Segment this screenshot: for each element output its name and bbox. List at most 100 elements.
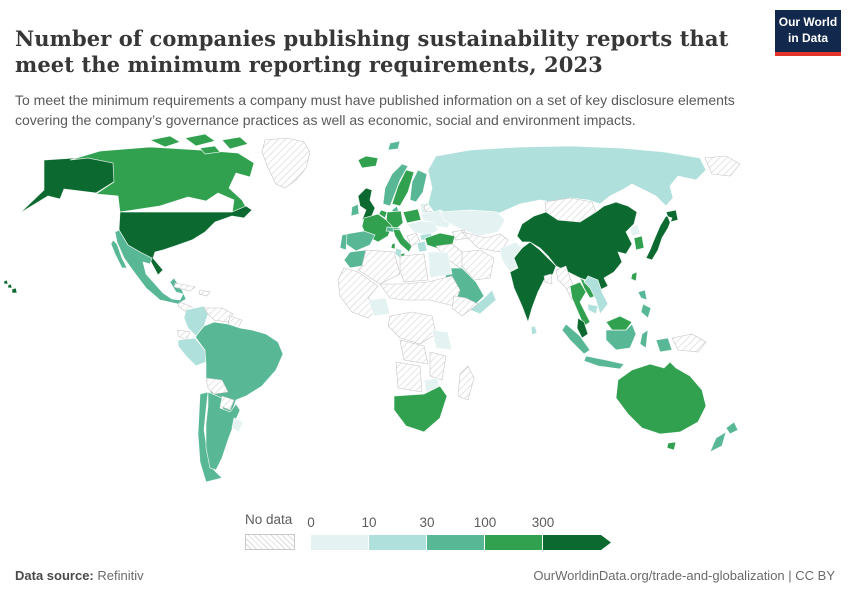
country-finland[interactable]: [409, 169, 428, 203]
country-taiwan[interactable]: [630, 271, 638, 282]
country-libya[interactable]: [399, 253, 429, 283]
country-chukotka[interactable]: [704, 155, 741, 177]
country-thailand[interactable]: [569, 281, 591, 327]
legend-color-bar: [311, 535, 611, 550]
country-cuba[interactable]: [173, 282, 196, 292]
country-usa-alaska[interactable]: [19, 156, 116, 214]
country-cambodia[interactable]: [587, 303, 599, 315]
country-malaysia[interactable]: [576, 317, 589, 339]
legend-tick-10: 10: [361, 515, 377, 530]
country-canada[interactable]: [69, 146, 255, 215]
legend-no-data[interactable]: No data: [245, 512, 295, 550]
owid-logo-line1: Our World: [778, 15, 838, 30]
country-chile[interactable]: [197, 391, 223, 483]
legend-tick-100: 100: [473, 515, 497, 530]
legend-no-data-swatch[interactable]: [245, 534, 295, 550]
country-uruguay[interactable]: [231, 417, 244, 433]
footer-separator: |: [784, 568, 796, 583]
country-poland[interactable]: [402, 208, 422, 224]
country-indonesia-sulawesi[interactable]: [639, 329, 649, 349]
country-canada-islands[interactable]: [148, 133, 249, 155]
country-venezuela[interactable]: [203, 307, 234, 323]
country-philippines[interactable]: [637, 289, 652, 319]
country-spain[interactable]: [345, 230, 376, 252]
country-ireland[interactable]: [350, 203, 360, 217]
country-bolivia[interactable]: [205, 377, 229, 395]
country-mozambique[interactable]: [429, 351, 447, 381]
country-peru[interactable]: [177, 337, 207, 367]
country-north-korea[interactable]: [629, 223, 641, 237]
legend-tick-labels: 0 10 30 100 300: [307, 515, 611, 535]
country-vietnam[interactable]: [583, 275, 609, 315]
country-indonesia-java[interactable]: [583, 355, 625, 370]
country-sri-lanka[interactable]: [530, 325, 538, 336]
country-east-europe[interactable]: [406, 220, 439, 237]
country-morocco[interactable]: [343, 249, 367, 269]
country-new-guinea[interactable]: [671, 333, 707, 353]
page-title: Number of companies publishing sustainab…: [15, 26, 729, 78]
country-portugal[interactable]: [339, 233, 348, 251]
country-central-africa[interactable]: [387, 311, 437, 345]
owid-logo[interactable]: Our World in Data: [775, 10, 841, 56]
country-angola-zambia[interactable]: [399, 339, 429, 365]
country-madagascar[interactable]: [457, 365, 475, 401]
country-namibia-botswana[interactable]: [395, 361, 423, 393]
owid-logo-line2: in Data: [787, 31, 828, 45]
country-mexico[interactable]: [114, 229, 187, 305]
footer-right: OurWorldinData.org/trade-and-globalizati…: [533, 568, 835, 583]
country-norway[interactable]: [382, 163, 409, 207]
country-iceland[interactable]: [357, 155, 379, 169]
country-svalbard[interactable]: [387, 140, 401, 151]
country-central-asia[interactable]: [461, 231, 509, 253]
country-australia[interactable]: [615, 361, 707, 435]
country-benelux[interactable]: [378, 209, 388, 219]
country-indonesia-papua[interactable]: [655, 337, 673, 353]
country-mexico-baja[interactable]: [110, 239, 128, 269]
owid-url-link[interactable]: OurWorldinData.org/trade-and-globalizati…: [533, 568, 785, 583]
legend-bar-group: 0 10 30 100 300: [307, 515, 611, 550]
license-badge[interactable]: CC BY: [795, 568, 835, 583]
legend-bin-10[interactable]: [369, 535, 427, 550]
legend-tick-300: 300: [531, 515, 555, 530]
legend-bin-30[interactable]: [427, 535, 485, 550]
legend-bin-300[interactable]: [543, 535, 611, 550]
country-new-zealand[interactable]: [709, 421, 739, 453]
data-source: Data source: Refinitiv: [15, 568, 144, 583]
country-bangladesh[interactable]: [543, 273, 553, 285]
country-egypt[interactable]: [427, 251, 453, 279]
country-usa-hawaii[interactable]: [3, 279, 18, 294]
country-kenya-tz[interactable]: [431, 329, 453, 351]
country-south-africa[interactable]: [393, 385, 448, 433]
country-iran[interactable]: [461, 249, 495, 281]
country-indonesia-sumatra[interactable]: [561, 323, 591, 355]
country-malaysia-borneo[interactable]: [605, 315, 633, 331]
legend-bin-100[interactable]: [485, 535, 543, 550]
country-yemen-oman[interactable]: [469, 289, 497, 315]
chart-subtitle: To meet the minimum requirements a compa…: [15, 92, 735, 129]
country-china[interactable]: [516, 201, 638, 291]
country-japan[interactable]: [645, 209, 679, 261]
country-greenland[interactable]: [261, 137, 311, 189]
legend-tick-0: 0: [307, 515, 315, 530]
country-south-korea[interactable]: [633, 235, 645, 251]
legend-no-data-label: No data: [245, 512, 293, 527]
data-source-label: Data source:: [15, 568, 94, 583]
map-legend: No data 0 10 30 100 300: [245, 512, 611, 550]
country-australia-tasmania[interactable]: [666, 441, 677, 451]
country-kazakhstan[interactable]: [439, 209, 506, 237]
country-nigeria[interactable]: [367, 297, 391, 317]
data-source-value: Refinitiv: [93, 568, 144, 583]
country-india[interactable]: [509, 241, 557, 324]
legend-tick-30: 30: [419, 515, 435, 530]
country-uk[interactable]: [357, 187, 376, 221]
country-horn[interactable]: [451, 295, 479, 317]
legend-bin-0[interactable]: [311, 535, 369, 550]
chart-footer: Data source: Refinitiv OurWorldinData.or…: [15, 568, 835, 583]
country-hispaniola[interactable]: [198, 289, 211, 297]
country-greece[interactable]: [416, 240, 428, 253]
country-russia[interactable]: [427, 145, 707, 215]
country-argentina[interactable]: [205, 391, 241, 471]
country-sweden[interactable]: [391, 169, 415, 207]
